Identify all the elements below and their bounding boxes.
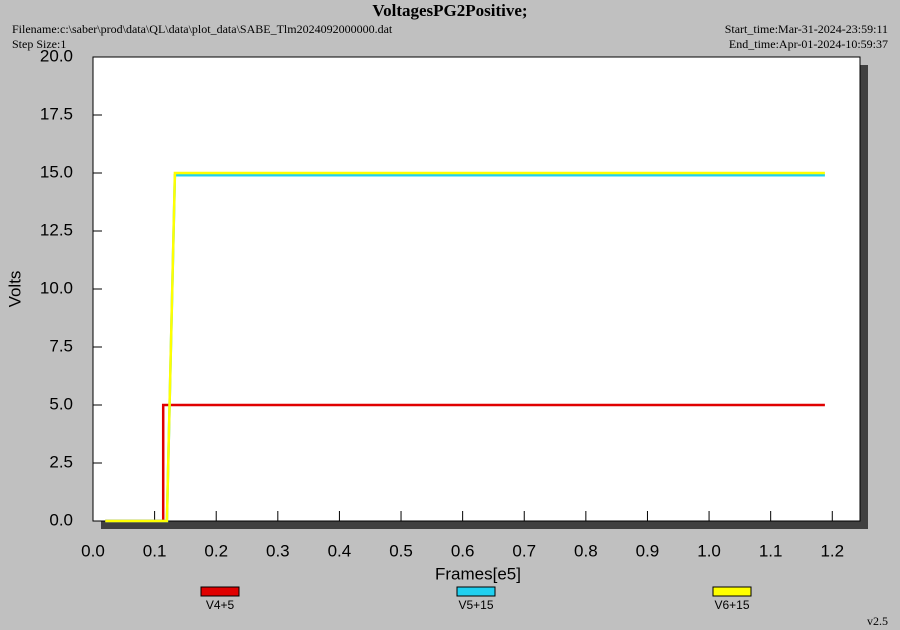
- legend-label: V5+15: [458, 598, 493, 612]
- y-tick-label: 7.5: [49, 336, 73, 355]
- end-time: End_time:Apr-01-2024-10:59:37: [729, 37, 888, 51]
- x-tick-label: 0.2: [204, 541, 228, 560]
- series-line: [105, 171, 825, 523]
- y-tick-label: 20.0: [40, 46, 73, 65]
- y-tick-label: 5.0: [49, 394, 73, 413]
- x-tick-label: 0.3: [266, 541, 290, 560]
- x-tick-label: 0.9: [636, 541, 660, 560]
- step-size: Step Size:1: [12, 37, 66, 51]
- x-tick-label: 0.6: [451, 541, 475, 560]
- y-tick-label: 2.5: [49, 452, 73, 471]
- x-tick-label: 0.7: [512, 541, 536, 560]
- y-tick-label: 10.0: [40, 278, 73, 297]
- y-tick-label: 12.5: [40, 220, 73, 239]
- filename: Filename:c:\saber\prod\data\QL\data\plot…: [12, 22, 393, 36]
- legend-label: V4+5: [206, 598, 235, 612]
- y-tick-label: 17.5: [40, 104, 73, 123]
- y-tick-label: 15.0: [40, 162, 73, 181]
- x-tick-label: 1.0: [697, 541, 721, 560]
- legend-swatch: [200, 586, 240, 597]
- chart-title: VoltagesPG2Positive;: [372, 1, 527, 20]
- start-time: Start_time:Mar-31-2024-23:59:11: [725, 22, 888, 36]
- y-axis-label: Volts: [5, 271, 24, 308]
- x-tick-label: 0.0: [81, 541, 105, 560]
- x-tick-label: 0.4: [328, 541, 352, 560]
- legend-label: V6+15: [714, 598, 749, 612]
- x-tick-label: 0.1: [143, 541, 167, 560]
- x-tick-label: 0.5: [389, 541, 413, 560]
- version: v2.5: [867, 614, 888, 628]
- x-axis-label: Frames[e5]: [435, 564, 521, 583]
- y-tick-label: 0.0: [49, 510, 73, 529]
- legend-swatch: [712, 586, 752, 597]
- x-tick-label: 0.8: [574, 541, 598, 560]
- plot-area: [92, 56, 861, 522]
- x-tick-label: 1.1: [759, 541, 783, 560]
- x-tick-label: 1.2: [820, 541, 844, 560]
- legend-swatch: [456, 586, 496, 597]
